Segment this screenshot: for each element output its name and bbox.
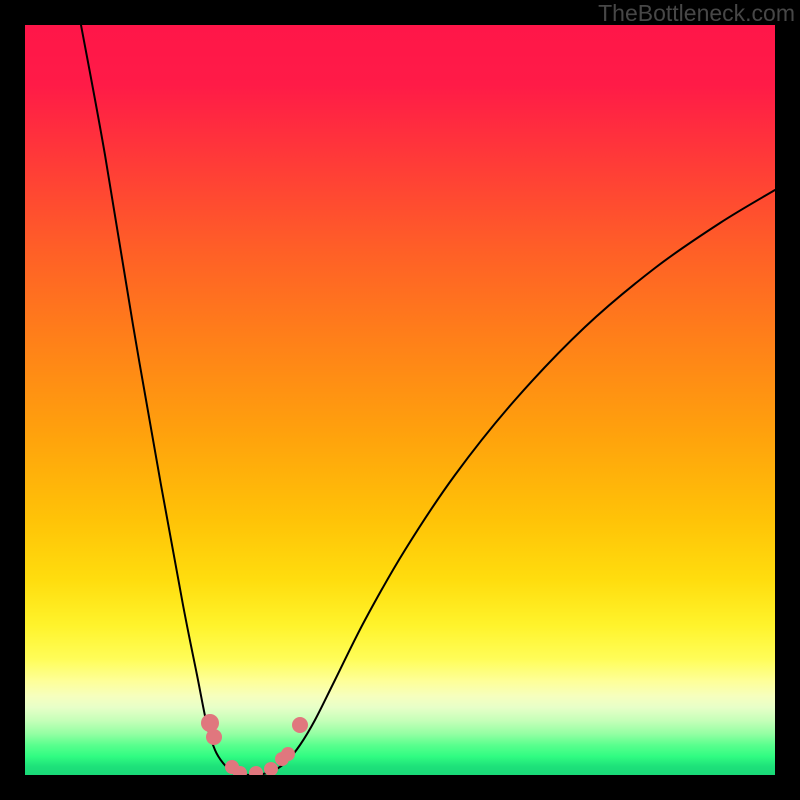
- curve-marker: [249, 766, 263, 775]
- curve-marker: [292, 717, 308, 733]
- curve-marker: [233, 766, 247, 775]
- curve-marker: [264, 762, 278, 775]
- curve-marker: [281, 747, 295, 761]
- curve-marker: [206, 729, 222, 745]
- bottleneck-curve: [25, 25, 775, 775]
- watermark-text: TheBottleneck.com: [598, 0, 795, 27]
- bottleneck-chart: [25, 25, 775, 775]
